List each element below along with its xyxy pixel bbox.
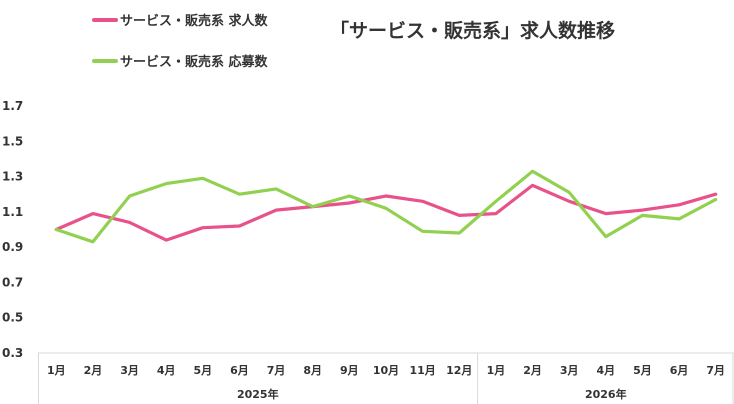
x-tick-label: 1月 bbox=[47, 364, 66, 377]
series-line-2 bbox=[54, 169, 718, 244]
y-tick-label: 1.7 bbox=[2, 99, 23, 113]
y-tick-label: 0.7 bbox=[2, 275, 23, 289]
x-tick-label: 5月 bbox=[194, 364, 213, 377]
x-tick-label: 1月 bbox=[487, 364, 506, 377]
x-tick-label: 4月 bbox=[596, 364, 615, 377]
legend-item-series-1: サービス・販売系 求人数 bbox=[92, 10, 268, 29]
y-tick-label: 1.3 bbox=[2, 170, 23, 184]
x-tick-label: 2月 bbox=[523, 364, 542, 377]
x-tick-label: 3月 bbox=[120, 364, 139, 377]
y-tick-label: 1.1 bbox=[2, 205, 23, 219]
x-group-label: 2026年 bbox=[585, 387, 627, 401]
x-tick-label: 6月 bbox=[230, 364, 249, 377]
y-tick-label: 0.9 bbox=[2, 240, 23, 254]
x-tick-label: 5月 bbox=[633, 364, 652, 377]
x-tick-label: 12月 bbox=[446, 364, 472, 377]
x-tick-label: 2月 bbox=[84, 364, 103, 377]
x-tick-label: 7月 bbox=[706, 364, 725, 377]
x-group-label: 2025年 bbox=[237, 387, 279, 401]
legend-item-series-2: サービス・販売系 応募数 bbox=[92, 51, 268, 70]
y-tick-label: 0.5 bbox=[2, 311, 23, 325]
x-tick-label: 10月 bbox=[373, 364, 399, 377]
y-tick-label: 0.3 bbox=[2, 346, 23, 360]
x-tick-label: 8月 bbox=[303, 364, 322, 377]
chart-title: 「サービス・販売系」求人数推移 bbox=[330, 20, 616, 42]
x-tick-label: 11月 bbox=[409, 364, 435, 377]
series-line-1 bbox=[54, 183, 718, 242]
legend-label-series-1: サービス・販売系 求人数 bbox=[120, 14, 268, 29]
x-tick-label: 4月 bbox=[157, 364, 176, 377]
x-tick-label: 3月 bbox=[560, 364, 579, 377]
x-tick-label: 7月 bbox=[267, 364, 286, 377]
legend-swatch-series-1 bbox=[92, 17, 118, 22]
legend-swatch-series-2 bbox=[92, 58, 118, 63]
x-tick-label: 6月 bbox=[670, 364, 689, 377]
legend-label-series-2: サービス・販売系 応募数 bbox=[120, 55, 268, 70]
x-tick-label: 9月 bbox=[340, 364, 359, 377]
y-tick-label: 1.5 bbox=[2, 134, 23, 148]
